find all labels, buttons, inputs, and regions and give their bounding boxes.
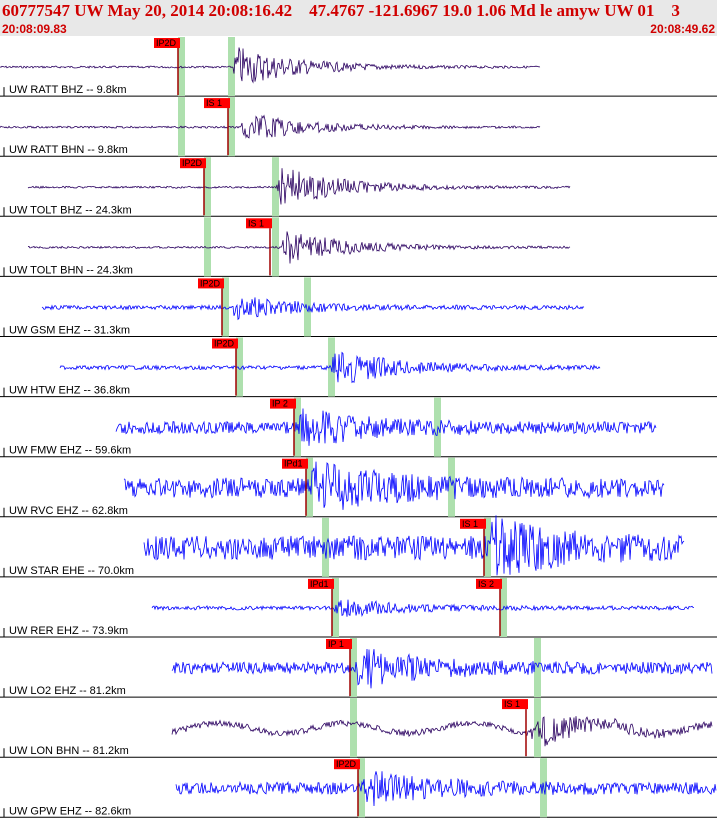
station-label: UW HTW EHZ -- 36.8km [9, 385, 130, 397]
s-window [228, 37, 235, 97]
p-pick-label: IPd1 [310, 579, 329, 589]
waveform [41, 297, 585, 321]
waveform [115, 408, 657, 446]
trace-row: IPd1 IS 2 UW RER EHZ -- 73.9km [0, 577, 717, 638]
event-title: 60777547 UW May 20, 2014 20:08:16.42 47.… [2, 1, 680, 20]
p-pick-label: IP2D [182, 158, 203, 168]
p-window [222, 277, 229, 337]
p-pick-label: IP 2 [272, 399, 288, 409]
station-label: UW STAR EHE -- 70.0km [9, 565, 134, 577]
trace-row: IP2D UW GPW EHZ -- 82.6km [0, 758, 717, 818]
station-label: UW GPW EHZ -- 82.6km [9, 805, 131, 817]
p-pick-box[interactable] [308, 578, 334, 589]
waveform [0, 114, 541, 139]
waveform [151, 599, 695, 617]
waveform [171, 716, 713, 747]
end-time: 20:08:49.62 [650, 22, 715, 36]
s-window [304, 277, 311, 337]
waveform [59, 351, 601, 384]
p-pick-box[interactable] [334, 759, 360, 770]
s-pick-box[interactable] [460, 518, 486, 529]
station-label: UW RVC EHZ -- 62.8km [9, 505, 128, 517]
s-pick-box[interactable] [502, 699, 528, 710]
p-pick-box[interactable] [270, 398, 296, 409]
s-pick-label: IS 1 [504, 699, 520, 709]
station-label: UW RATT BHZ -- 9.8km [9, 84, 127, 96]
station-label: UW GSM EHZ -- 31.3km [9, 325, 130, 337]
waveform [143, 515, 685, 576]
p-window [236, 337, 243, 397]
p-pick-box[interactable] [326, 639, 352, 649]
s-pick-label: IS 1 [462, 519, 478, 529]
p-window [204, 217, 211, 277]
p-pick-box[interactable] [154, 38, 180, 48]
trace-row: IP 1 UW LO2 EHZ -- 81.2km [0, 638, 717, 698]
p-pick-label: IP2D [336, 759, 357, 769]
p-pick-label: IP2D [214, 339, 235, 349]
s-window [448, 457, 455, 517]
waveform [175, 771, 717, 807]
trace-row: IPd1 UW RVC EHZ -- 62.8km [0, 457, 717, 518]
trace-row: IP2D UW HTW EHZ -- 36.8km [0, 337, 717, 398]
s-pick-box[interactable] [204, 98, 230, 109]
s-pick-box[interactable] [476, 578, 502, 589]
p-pick-box[interactable] [198, 278, 224, 289]
station-label: UW TOLT BHZ -- 24.3km [9, 204, 132, 216]
trace-row: IP2D UW TOLT BHZ -- 24.3km [0, 157, 717, 217]
s-pick-label: IS 1 [248, 218, 264, 228]
waveform [27, 231, 571, 264]
p-pick-label: IP 1 [328, 639, 344, 649]
s-window [272, 157, 279, 217]
p-window [204, 157, 211, 217]
s-pick-label: IS 2 [478, 579, 494, 589]
trace-row: IS 1 UW STAR EHE -- 70.0km [0, 515, 717, 578]
event-header: 60777547 UW May 20, 2014 20:08:16.42 47.… [0, 0, 717, 36]
p-pick-label: IP2D [156, 38, 177, 48]
s-pick-label: IS 1 [206, 98, 222, 108]
trace-row: IP2D UW RATT BHZ -- 9.8km [0, 37, 717, 97]
p-pick-box[interactable] [180, 158, 206, 169]
s-window [534, 698, 541, 758]
start-time: 20:08:09.83 [2, 22, 67, 36]
station-label: UW RER EHZ -- 73.9km [9, 625, 128, 637]
trace-row: IP2D UW GSM EHZ -- 31.3km [0, 277, 717, 337]
p-window [322, 517, 329, 577]
waveform [27, 168, 571, 205]
p-pick-label: IP2D [200, 278, 221, 288]
p-pick-label: IPd1 [284, 459, 303, 469]
trace-row: IS 1 UW TOLT BHN -- 24.3km [0, 217, 717, 277]
trace-row: IS 1 UW RATT BHN -- 9.8km [0, 97, 717, 157]
p-window [350, 698, 357, 758]
s-window [434, 397, 441, 457]
station-label: UW LON BHN -- 81.2km [9, 745, 129, 757]
trace-row: IP 2 UW FMW EHZ -- 59.6km [0, 397, 717, 458]
station-label: UW RATT BHN -- 9.8km [9, 144, 128, 156]
s-window [534, 638, 541, 698]
station-label: UW LO2 EHZ -- 81.2km [9, 685, 126, 697]
station-label: UW FMW EHZ -- 59.6km [9, 445, 131, 457]
station-label: UW TOLT BHN -- 24.3km [9, 264, 133, 276]
waveform [171, 648, 713, 689]
p-pick-box[interactable] [212, 338, 238, 349]
waveform [0, 47, 541, 84]
waveform [123, 461, 665, 510]
s-window [328, 337, 335, 397]
trace-row: IS 1 UW LON BHN -- 81.2km [0, 698, 717, 758]
p-window [350, 638, 357, 698]
p-pick-box[interactable] [282, 458, 308, 469]
s-pick-box[interactable] [246, 218, 272, 229]
